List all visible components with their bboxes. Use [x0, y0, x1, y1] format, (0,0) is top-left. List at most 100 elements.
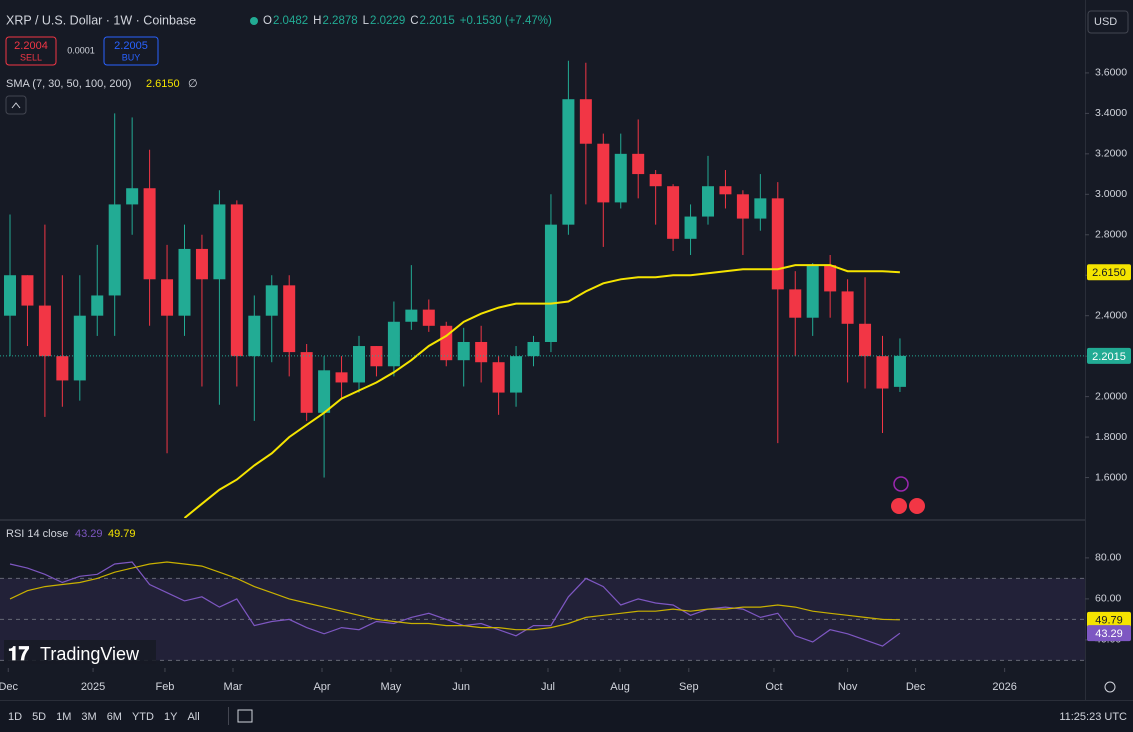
candle-body — [649, 174, 662, 187]
y-tick-label: 3.6000 — [1095, 67, 1127, 79]
range-button[interactable]: All — [187, 711, 199, 723]
x-tick-label: Jun — [452, 681, 470, 693]
price-tag — [1087, 347, 1131, 364]
candle-body — [143, 188, 156, 280]
y-tick-label: 60.00 — [1095, 593, 1121, 605]
candle-body — [684, 216, 697, 239]
range-button[interactable]: 3M — [81, 711, 96, 723]
candle-body — [859, 323, 872, 357]
range-button[interactable]: YTD — [132, 711, 154, 723]
logo-text: TradingView — [40, 644, 140, 664]
candle-body — [56, 356, 69, 381]
x-tick-label: May — [381, 681, 402, 693]
currency-box[interactable] — [1087, 10, 1129, 34]
candle-body — [527, 341, 540, 357]
range-button[interactable]: 1D — [8, 711, 22, 723]
collapse-icon — [11, 102, 21, 109]
sma-value: 2.6150 — [146, 78, 180, 90]
symbol: XRP / U.S. Dollar · 1W · Coinbase — [6, 13, 196, 27]
event-icon[interactable] — [893, 476, 909, 492]
price-pane — [4, 60, 906, 518]
candle-body — [824, 265, 837, 292]
event-icon[interactable] — [909, 498, 925, 514]
candle-body — [562, 99, 575, 225]
candle-body — [719, 186, 732, 195]
event-icon[interactable] — [891, 498, 907, 514]
range-button[interactable]: 1Y — [164, 711, 178, 723]
candle-body — [21, 275, 34, 306]
rsi-ma-value: 49.79 — [108, 528, 136, 540]
candle-body — [614, 153, 627, 203]
collapse-button[interactable] — [5, 95, 27, 115]
rsi-line — [9, 561, 901, 647]
candle-body — [353, 346, 365, 383]
ohlc-change: +0.1530 (+7.47%) — [460, 15, 552, 27]
candle-body — [667, 186, 680, 239]
range-button[interactable]: 6M — [107, 711, 122, 723]
ohlc-l: 2.0229 — [370, 15, 405, 27]
candle-body — [492, 362, 505, 393]
candle-body — [265, 285, 278, 316]
pane-separator — [0, 519, 1085, 521]
candle-body — [632, 153, 645, 175]
rsi-value: 43.29 — [75, 528, 103, 540]
sma-line — [183, 264, 900, 518]
candle-body — [300, 352, 313, 413]
x-tick-label: Dec — [0, 681, 19, 693]
x-tick-label: 2026 — [992, 681, 1016, 693]
candle-body — [108, 204, 121, 296]
candle-body — [195, 248, 208, 280]
candle-body — [422, 309, 435, 326]
y-tick-label: 3.0000 — [1095, 188, 1127, 200]
clock: 11:25:23 UTC — [1059, 711, 1127, 723]
ohlc-h_label: H — [313, 15, 321, 27]
candle-body — [510, 356, 523, 393]
buy-label[interactable]: BUY — [122, 52, 141, 62]
candle-body — [230, 204, 243, 357]
candle-body — [38, 305, 51, 357]
currency[interactable]: USD — [1094, 16, 1117, 28]
y-tick-label: 2.0000 — [1095, 390, 1127, 402]
x-tick-label: Nov — [838, 681, 858, 693]
range-button[interactable]: 1M — [56, 711, 71, 723]
candle-body — [544, 224, 557, 342]
candle-body — [370, 346, 383, 367]
x-tick-label: Dec — [906, 681, 926, 693]
candle-body — [283, 285, 296, 353]
toolbar-divider — [228, 707, 229, 725]
candle-body — [754, 198, 767, 219]
price-tag-label: 49.79 — [1095, 615, 1123, 627]
range-button[interactable]: 5D — [32, 711, 46, 723]
candle-body — [440, 325, 453, 361]
price-tag — [1087, 264, 1131, 281]
date-range-icon[interactable] — [237, 709, 253, 723]
candle-body — [475, 341, 488, 363]
candle-body — [457, 341, 470, 361]
candle-body — [178, 248, 191, 316]
ohlc-o: 2.0482 — [273, 15, 308, 27]
candle-body — [248, 315, 261, 357]
x-tick-label: Sep — [679, 681, 699, 693]
axis-border — [1085, 0, 1086, 700]
sell-price[interactable]: 2.2004 — [14, 40, 48, 52]
price-tag-label: 43.29 — [1095, 628, 1123, 640]
settings-icon[interactable] — [1104, 681, 1116, 693]
candle-body — [736, 194, 749, 219]
candle-body — [335, 372, 348, 383]
buy-price[interactable]: 2.2005 — [114, 40, 148, 52]
rsi-line — [9, 561, 900, 631]
candle-body — [73, 315, 86, 381]
candle-body — [126, 188, 139, 205]
x-tick-label: Feb — [155, 681, 174, 693]
price-tag — [1087, 625, 1131, 642]
sell-button[interactable] — [5, 36, 57, 66]
sell-label[interactable]: SELL — [20, 52, 42, 62]
candle-body — [876, 356, 889, 389]
ohlc-o_label: O — [263, 15, 272, 27]
candle-body — [161, 279, 174, 316]
candle-body — [893, 355, 906, 387]
candle-body — [4, 275, 16, 316]
buy-button[interactable] — [103, 36, 159, 66]
price-tag-label: 2.6150 — [1092, 267, 1126, 279]
